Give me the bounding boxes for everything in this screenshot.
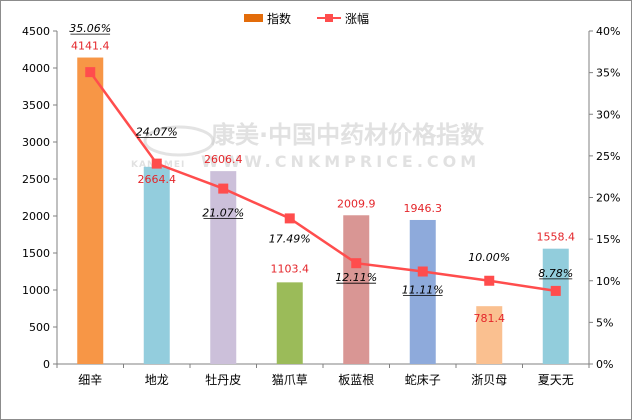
category-label: 夏天无: [538, 373, 574, 387]
left-tick-label: 0: [43, 358, 50, 371]
left-tick-label: 3500: [22, 99, 50, 112]
line-point: [151, 158, 162, 169]
line-point: [417, 266, 428, 277]
right-tick-label: 20%: [596, 192, 620, 205]
bar-value-label: 1946.3: [404, 202, 443, 215]
line-path: [89, 71, 556, 293]
line-value-label: 17.49%: [269, 232, 311, 245]
line-value-label: 12.11%: [335, 271, 377, 284]
line-value-label: 8.78%: [538, 267, 573, 280]
bar-value-labels: 4141.4 2664.4 2606.4 1103.4 2009.9 1946.3 781.…: [71, 40, 575, 326]
legend-line-label: 涨幅: [345, 11, 369, 26]
bar: [542, 248, 569, 364]
category-label: 板蓝根: [338, 373, 374, 387]
line-point: [550, 285, 561, 296]
legend-bar-swatch: [244, 14, 263, 22]
bar-value-label: 2664.4: [138, 173, 177, 186]
right-tick-label: 5%: [596, 316, 613, 329]
bar: [409, 219, 436, 364]
right-tick-label: 10%: [596, 275, 620, 288]
line-value-labels: 35.06% 24.07% 21.07% 17.49% 12.11% 11.11% 10.0…: [69, 22, 573, 296]
watermark-title: 康美·中国中药材价格指数: [211, 121, 485, 149]
legend-bar-label: 指数: [267, 11, 291, 26]
right-tick-label: 25%: [596, 150, 620, 163]
bar: [476, 306, 503, 364]
bar-value-label: 781.4: [474, 312, 506, 325]
line-value-label: 10.00%: [468, 251, 510, 264]
watermark-logo-icon: [143, 125, 215, 157]
line-value-label: 24.07%: [136, 126, 178, 139]
legend: 指数 涨幅: [244, 11, 369, 26]
bar: [143, 166, 170, 364]
bar: [210, 171, 237, 364]
category-label: 细辛: [78, 373, 102, 387]
bars: [77, 57, 569, 364]
line-series: [85, 67, 561, 296]
bar-value-label: 1558.4: [537, 231, 576, 244]
left-tick-label: 1500: [22, 247, 50, 260]
line-point: [85, 67, 96, 78]
bar-value-label: 4141.4: [71, 40, 110, 53]
bar: [343, 215, 370, 364]
bar-value-label: 1103.4: [271, 262, 310, 275]
line-value-label: 21.07%: [202, 207, 244, 220]
left-tick-label: 4000: [22, 62, 50, 75]
category-label: 猫爪草: [272, 373, 308, 387]
left-tick-label: 1000: [22, 284, 50, 297]
right-axis-ticks: 0% 5% 10% 15% 20% 25% 30% 35% 40%: [589, 25, 620, 371]
line-point: [218, 183, 229, 194]
right-tick-label: 30%: [596, 108, 620, 121]
left-tick-label: 2000: [22, 210, 50, 223]
category-label: 地龙: [145, 373, 169, 387]
line-value-label: 11.11%: [402, 284, 444, 297]
left-axis-ticks: 0 500 1000 1500 2000 2500 3000 3500 4000 4500: [22, 25, 590, 371]
left-tick-label: 500: [29, 321, 50, 334]
right-tick-label: 35%: [596, 67, 620, 80]
right-tick-label: 0%: [596, 358, 613, 371]
line-point: [351, 258, 362, 269]
line-point: [284, 213, 295, 224]
left-tick-label: 4500: [22, 25, 50, 38]
bar-value-label: 2009.9: [337, 197, 376, 210]
line-value-label: 35.06%: [69, 22, 111, 35]
watermark: 康美·中国中药材价格指数 WWW.CNKMPRICE.COM KANGMEI: [131, 121, 485, 171]
right-tick-label: 15%: [596, 233, 620, 246]
legend-line-marker: [325, 14, 333, 22]
category-label: 牡丹皮: [205, 372, 241, 387]
bar: [276, 282, 303, 364]
category-label: 浙贝母: [471, 373, 507, 387]
left-tick-label: 2500: [22, 173, 50, 186]
bar: [77, 57, 104, 364]
watermark-url: WWW.CNKMPRICE.COM: [201, 152, 480, 171]
category-label: 蛇床子: [405, 372, 441, 387]
line-point: [484, 275, 495, 286]
bar-value-label: 2606.4: [204, 153, 243, 166]
left-tick-label: 3000: [22, 136, 50, 149]
category-labels: 细辛 地龙 牡丹皮 猫爪草 板蓝根 蛇床子 浙贝母 夏天无: [78, 372, 574, 387]
right-tick-label: 40%: [596, 25, 620, 38]
